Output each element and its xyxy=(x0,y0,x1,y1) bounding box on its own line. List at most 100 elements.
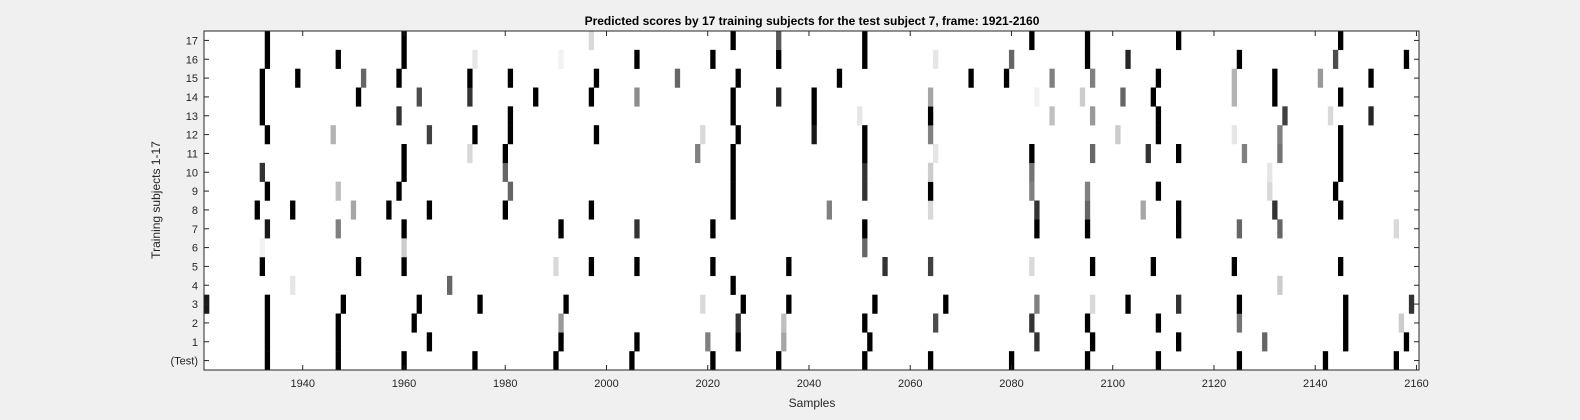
heatmap-cell xyxy=(264,125,271,145)
heatmap-cell xyxy=(710,49,716,69)
chart-title: Predicted scores by 17 training subjects… xyxy=(585,14,1040,28)
heatmap-cell xyxy=(730,181,736,201)
heatmap-cell xyxy=(264,294,271,314)
heatmap-cell xyxy=(1140,200,1146,220)
heatmap-cell xyxy=(1089,257,1096,277)
y-tick-label: 7 xyxy=(192,224,198,236)
heatmap-cell xyxy=(927,200,934,220)
heatmap-cell xyxy=(563,294,569,314)
heatmap-cell xyxy=(776,49,782,69)
heatmap-cell xyxy=(264,31,271,51)
heatmap-cell xyxy=(401,238,407,258)
heatmap-cell xyxy=(1277,125,1283,145)
heatmap-cell xyxy=(674,68,681,88)
heatmap-cell xyxy=(1089,332,1096,352)
heatmap-cell xyxy=(1262,332,1268,352)
heatmap-cell xyxy=(401,162,407,182)
heatmap-cell xyxy=(862,313,868,333)
heatmap-cell xyxy=(826,200,832,220)
y-tick-label: (Test) xyxy=(171,356,199,368)
heatmap-cell xyxy=(335,49,341,69)
heatmap-cell xyxy=(1155,181,1162,201)
heatmap-cell xyxy=(1029,144,1035,164)
heatmap-cell xyxy=(467,68,473,88)
heatmap-cell xyxy=(1267,162,1273,182)
heatmap-cell xyxy=(426,200,433,220)
heatmap-cell xyxy=(786,294,792,314)
heatmap-cell xyxy=(1084,200,1091,220)
heatmap-cell xyxy=(1084,313,1091,333)
heatmap-cell xyxy=(1029,162,1035,182)
heatmap-cell xyxy=(862,238,868,258)
heatmap-cell xyxy=(416,294,422,314)
y-tick-label: 11 xyxy=(187,148,198,160)
y-tick-label: 13 xyxy=(186,111,198,123)
heatmap-cell xyxy=(558,49,564,69)
heatmap-cell xyxy=(1393,351,1399,371)
heatmap-cell xyxy=(472,125,478,145)
heatmap-cell xyxy=(290,275,296,295)
heatmap-cell xyxy=(401,31,407,51)
heatmap-cell xyxy=(1029,31,1035,51)
x-tick-label: 2160 xyxy=(1404,378,1428,390)
heatmap-cell xyxy=(447,275,453,295)
heatmap-cell xyxy=(1338,257,1344,277)
heatmap-cell xyxy=(735,313,741,333)
heatmap-cell xyxy=(927,181,934,201)
heatmap-cell xyxy=(811,106,817,126)
heatmap-cell xyxy=(264,49,271,69)
heatmap-cell xyxy=(1029,181,1035,201)
heatmap-cell xyxy=(1368,68,1374,88)
heatmap-cell xyxy=(477,294,483,314)
heatmap-cell xyxy=(710,351,716,371)
heatmap-cell xyxy=(1089,106,1096,126)
heatmap-cell xyxy=(1120,87,1126,107)
heatmap-cell xyxy=(1155,351,1162,371)
heatmap-cell xyxy=(786,257,792,277)
heatmap-cell xyxy=(700,125,706,145)
heatmap-cell xyxy=(1089,144,1096,164)
heatmap-cell xyxy=(426,125,433,145)
heatmap-cell xyxy=(1272,87,1278,107)
heatmap-cell xyxy=(1176,200,1182,220)
heatmap-cell xyxy=(1338,144,1344,164)
heatmap-cell xyxy=(1049,68,1055,88)
x-axis-label: Samples xyxy=(789,396,836,410)
heatmap-cell xyxy=(943,294,949,314)
y-tick-label: 3 xyxy=(192,299,198,311)
heatmap-cell xyxy=(386,200,392,220)
heatmap-cell xyxy=(862,162,868,182)
heatmap-cell xyxy=(634,257,640,277)
heatmap-cell xyxy=(872,294,878,314)
heatmap-cell xyxy=(730,200,736,220)
heatmap-cell xyxy=(259,87,265,107)
heatmap-cell xyxy=(1231,257,1237,277)
heatmap-cell xyxy=(507,181,514,201)
heatmap-cell xyxy=(1176,332,1182,352)
heatmap-cell xyxy=(340,294,346,314)
plot-frame xyxy=(203,30,1420,371)
heatmap-cell xyxy=(426,332,433,352)
heatmap-cell xyxy=(862,49,868,69)
x-tick-label: 2120 xyxy=(1202,378,1226,390)
heatmap-cell xyxy=(558,313,564,333)
heatmap-cell xyxy=(1322,351,1329,371)
heatmap-cell xyxy=(1236,351,1243,371)
heatmap-cell xyxy=(1155,125,1162,145)
heatmap-cell xyxy=(1338,125,1344,145)
heatmap-cell xyxy=(416,87,422,107)
x-tick-label: 2020 xyxy=(695,378,719,390)
heatmap-cell xyxy=(968,68,974,88)
heatmap-cell xyxy=(730,144,736,164)
heatmap-cell xyxy=(335,332,341,352)
heatmap-cell xyxy=(1029,313,1035,333)
heatmap-cell xyxy=(1155,106,1162,126)
heatmap-cell xyxy=(1115,125,1121,145)
heatmap-cell xyxy=(857,106,863,126)
heatmap-cell xyxy=(862,144,868,164)
heatmap-cell xyxy=(1403,49,1410,69)
heatmap-cell xyxy=(1398,313,1405,333)
heatmap-cell xyxy=(1079,87,1086,107)
heatmap-cell xyxy=(1343,313,1349,333)
